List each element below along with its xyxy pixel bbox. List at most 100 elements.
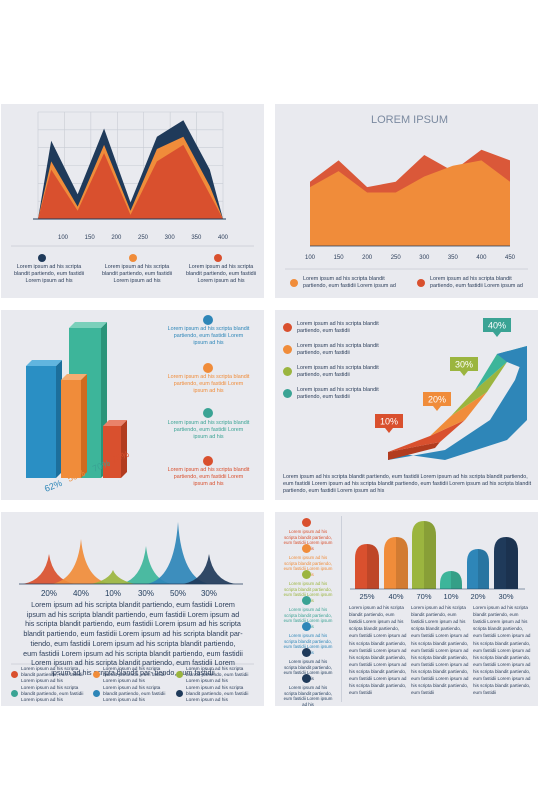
legend-dot-red: [283, 323, 292, 332]
dome-shade: [396, 537, 408, 589]
legend-dot-red: [417, 279, 425, 287]
bar-top: [61, 374, 87, 380]
dome-label: 70%: [416, 592, 431, 601]
legend-dot-teal: [283, 389, 292, 398]
x-tick-label: 150: [334, 255, 345, 261]
legend-text: Lorem ipsum ad his scripta blandit parti…: [21, 667, 84, 685]
chart-area-2: 100 150 200 250 300 350 400 450: [285, 149, 528, 270]
legend-dot: [302, 518, 311, 527]
dome: [384, 537, 408, 589]
peak: [23, 554, 75, 584]
legend-text: Lorem ipsum ad his scripta blandit parti…: [21, 686, 84, 704]
legend-text: Lorem ipsum ad his scripta blandit parti…: [186, 667, 249, 685]
dome: [355, 544, 379, 589]
legend-dot-teal: [203, 408, 213, 418]
ribbon-end: [497, 346, 527, 370]
x-tick-label: 100: [305, 255, 316, 261]
bar-side: [121, 420, 127, 478]
legend-dot: [176, 690, 183, 697]
legend-dot: [93, 690, 100, 697]
dome-label: 40%: [388, 592, 403, 601]
legend-text: Lorem ipsum ad his scripta blandit parti…: [186, 686, 249, 704]
x-tick-label: 250: [391, 255, 402, 261]
legend-dot: [11, 671, 18, 678]
dome-shade: [506, 537, 518, 589]
bar-top: [26, 360, 62, 366]
column-text: Lorem ipsum ad his scripta blandit parti…: [473, 605, 531, 696]
legend-text: Lorem ipsum ad his scripta blandit parti…: [283, 685, 333, 706]
legend-text-2: Lorem ipsum ad his scripta blandit parti…: [167, 374, 250, 395]
legend-text-3: Lorem ipsum ad his scripta blandit parti…: [185, 264, 257, 285]
chart-domes: 25% 40% 70% 10% 20% 30%: [350, 521, 525, 601]
value-tag-pointer: [385, 428, 393, 433]
legend-dot: [176, 671, 183, 678]
chart-title: LOREM IPSUM: [371, 114, 449, 126]
area-series: [38, 144, 223, 219]
dome-label: 20%: [470, 592, 485, 601]
peak-label: 50%: [170, 589, 186, 598]
panel-area-chart-2: LOREM IPSUM 100 150 200 250 300 350 400 450 Lor…: [275, 104, 538, 298]
ribbon-segment: [451, 362, 507, 416]
value-tag-label: 30%: [455, 360, 473, 370]
dome-label: 25%: [359, 592, 374, 601]
dome-label: 10%: [443, 592, 458, 601]
legend-dot: [302, 622, 311, 631]
legend-text-1: Lorem ipsum ad his scripta blandit parti…: [13, 264, 85, 285]
legend-text-2: Lorem ipsum ad his scripta blandit parti…: [101, 264, 173, 285]
legend-dot: [302, 596, 311, 605]
dome-shade: [367, 544, 379, 589]
legend-dot-navy: [38, 254, 46, 262]
dome: [412, 521, 436, 589]
area-series: [310, 160, 510, 246]
dome: [467, 549, 489, 589]
legend-text-1: Lorem ipsum ad his scripta blandit parti…: [167, 326, 250, 347]
legend-text-3: Lorem ipsum ad his scripta blandit parti…: [167, 420, 250, 441]
peak-label: 30%: [138, 589, 154, 598]
value-tag-label: 40%: [488, 321, 506, 331]
x-tick-label: 400: [218, 235, 229, 241]
panel-growth-chart: 10% 20% 30% 40% Lorem ipsum ad his scripta …: [275, 310, 538, 500]
divider: [341, 516, 342, 702]
legend-dot: [11, 690, 18, 697]
legend-text: Lorem ipsum ad his scripta blandit parti…: [103, 667, 166, 685]
dome-label: 30%: [498, 592, 513, 601]
dome: [440, 571, 462, 589]
panel-area-chart-1: 100 150 200 250 300 350 400 Lorem ipsum ad his…: [1, 104, 264, 298]
bar: [26, 366, 56, 478]
ribbon-front: [388, 442, 440, 460]
legend-dot-red: [203, 456, 213, 466]
bar-side: [81, 374, 87, 478]
column-text: Lorem ipsum ad his scripta blandit parti…: [349, 605, 407, 696]
legend-text-1: Lorem ipsum ad his scripta blandit parti…: [303, 276, 396, 290]
value-tag-label: 10%: [380, 417, 398, 427]
legend-dot-orange: [283, 345, 292, 354]
dome: [494, 537, 518, 589]
legend-text-4: Lorem ipsum ad his scripta blandit parti…: [167, 467, 250, 488]
ribbon-side: [388, 346, 527, 460]
dome-shade: [424, 521, 436, 589]
peak: [146, 522, 210, 584]
peak: [51, 539, 111, 584]
paragraph-text: Lorem ipsum ad his scripta blandit parti…: [23, 600, 243, 678]
dome-shade: [478, 549, 489, 589]
value-tag: [450, 357, 478, 371]
legend-dot: [302, 648, 311, 657]
legend-text-2: Lorem ipsum ad his scripta blandit parti…: [430, 276, 523, 290]
x-tick-label: 200: [111, 235, 122, 241]
value-tag: [375, 414, 403, 428]
panel-dome-chart: Lorem ipsum ad his scripta blandit parti…: [275, 512, 538, 706]
legend-dot-navy: [203, 315, 213, 325]
x-tick-label: 250: [138, 235, 149, 241]
legend-dot-red: [214, 254, 222, 262]
value-tag: [483, 318, 511, 332]
panel-3d-bar-chart: 62% 50% 70% 25% Lorem ipsum ad his scripta …: [1, 310, 264, 500]
legend-dot: [93, 671, 100, 678]
bar-label: 62%: [43, 478, 63, 494]
bar-top: [69, 322, 107, 328]
peak: [91, 570, 135, 584]
x-tick-label: 400: [476, 255, 487, 261]
legend-dot: [302, 544, 311, 553]
chart-area-1: 100 150 200 250 300 350 400: [11, 111, 254, 247]
peak-label: 20%: [41, 589, 57, 598]
peak: [183, 554, 235, 584]
